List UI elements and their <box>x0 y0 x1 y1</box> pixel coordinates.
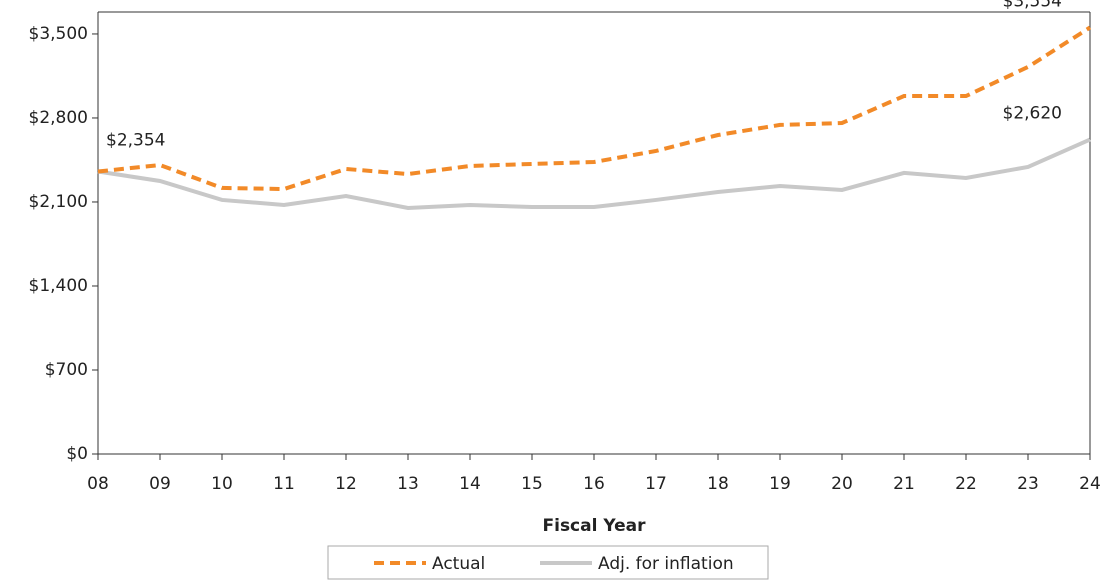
legend-box <box>327 545 769 580</box>
x-tick-label: 09 <box>149 474 171 494</box>
x-axis-label: Fiscal Year <box>543 516 647 536</box>
x-tick-label: 10 <box>211 474 233 494</box>
series-line <box>97 25 1092 192</box>
x-tick-label: 18 <box>707 474 729 494</box>
x-tick-label: 13 <box>397 474 419 494</box>
y-tick-label: $2,800 <box>29 108 88 128</box>
legend-label: Adj. for inflation <box>598 554 734 574</box>
y-tick-label: $3,500 <box>29 24 88 44</box>
x-tick-label: 23 <box>1017 474 1039 494</box>
x-tick-label: 08 <box>87 474 109 494</box>
x-tick-label: 20 <box>831 474 853 494</box>
x-tick-label: 22 <box>955 474 977 494</box>
data-label: $3,554 <box>1003 0 1062 11</box>
y-tick-label: $1,400 <box>29 276 88 296</box>
data-label: $2,620 <box>1003 104 1062 124</box>
y-tick-label: $700 <box>45 360 88 380</box>
x-tick-label: 21 <box>893 474 915 494</box>
x-tick-label: 12 <box>335 474 357 494</box>
x-tick-label: 15 <box>521 474 543 494</box>
series-line <box>97 137 1091 210</box>
legend-label: Actual <box>432 554 485 574</box>
y-tick-label: $2,100 <box>29 192 88 212</box>
x-tick-label: 17 <box>645 474 667 494</box>
x-tick-label: 14 <box>459 474 481 494</box>
data-label: $2,354 <box>106 130 165 150</box>
x-tick-label: 24 <box>1079 474 1101 494</box>
x-tick-label: 19 <box>769 474 791 494</box>
x-tick-label: 11 <box>273 474 295 494</box>
x-tick-label: 16 <box>583 474 605 494</box>
y-tick-label: $0 <box>66 444 88 464</box>
